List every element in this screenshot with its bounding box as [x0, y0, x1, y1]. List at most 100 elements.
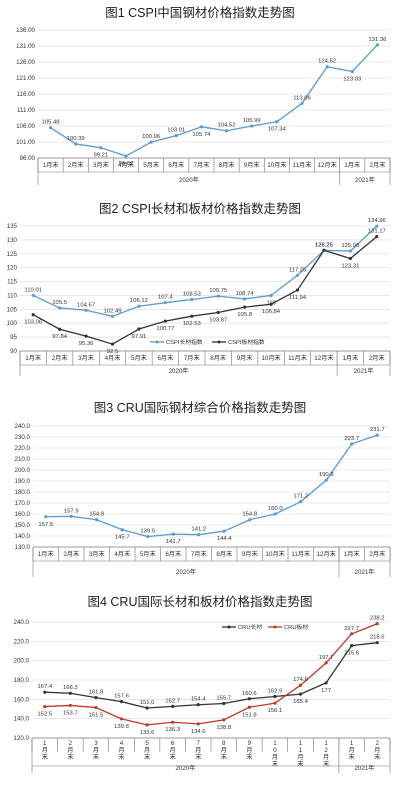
data-point — [275, 120, 279, 124]
data-point — [273, 694, 277, 699]
data-label: 153.7 — [63, 710, 78, 716]
data-label: 160.6 — [242, 691, 257, 697]
data-label: 95.36 — [79, 341, 94, 347]
y-tick-label: 126.00 — [16, 59, 35, 66]
data-point — [145, 706, 149, 710]
chart-2-title: 图2 CSPI长材和板材价格指数走势图 — [99, 201, 301, 216]
x-tick-label: 11月末 — [288, 354, 307, 362]
legend-label: CRU板材 — [284, 623, 308, 631]
data-label: 103.06 — [24, 320, 43, 326]
data-label: 104.52 — [218, 123, 236, 129]
legend-label: CRU长材 — [238, 623, 262, 631]
data-label: 231.7 — [370, 427, 385, 433]
x-tick-label: 10月末 — [267, 161, 286, 169]
y-tick-label: 135 — [7, 223, 18, 230]
x-tick-label: 4月末 — [105, 354, 121, 362]
data-label: 104.67 — [77, 302, 95, 308]
data-point — [197, 533, 201, 537]
data-point — [171, 720, 175, 724]
x-tick-label: 7月末 — [194, 161, 210, 169]
data-point — [348, 256, 352, 261]
y-tick-label: 220.0 — [15, 445, 31, 452]
data-point — [69, 514, 73, 518]
data-label: 154.4 — [191, 697, 206, 703]
data-label: 167.4 — [37, 684, 52, 690]
x-tick-label: 12月末 — [318, 161, 337, 169]
data-point — [247, 705, 251, 709]
legend-marker — [217, 340, 221, 344]
data-point — [110, 314, 115, 318]
data-label: 223.7 — [344, 436, 359, 442]
data-point — [247, 697, 251, 701]
data-label: 108.53 — [183, 292, 202, 298]
data-label: 97.84 — [52, 334, 67, 340]
data-label: 105.48 — [42, 120, 61, 126]
series-line — [45, 434, 378, 538]
x-tick-label: 3月末 — [78, 354, 94, 362]
x-tick-label: 2月末 — [369, 550, 385, 558]
data-point — [273, 512, 277, 516]
data-point — [324, 661, 328, 665]
data-point — [31, 293, 35, 298]
series-line — [32, 236, 378, 345]
data-point — [295, 288, 300, 292]
x-tick-label: 11月末 — [293, 161, 312, 169]
year-label: 2020年 — [176, 568, 196, 576]
series-line — [44, 623, 378, 726]
data-label: 134.6 — [191, 729, 206, 735]
data-label: 124.52 — [318, 59, 336, 65]
x-tick-label: 4月末 — [118, 161, 134, 169]
data-label: 97.91 — [132, 334, 147, 340]
y-tick-label: 100 — [7, 320, 18, 327]
data-point — [124, 154, 128, 158]
data-label: 152.5 — [37, 712, 52, 718]
data-point — [243, 305, 247, 309]
data-point — [273, 701, 277, 705]
data-label: 154.8 — [242, 512, 257, 518]
data-point — [375, 641, 379, 645]
data-point — [58, 306, 62, 310]
y-tick-label: 121.00 — [16, 75, 35, 82]
data-point — [110, 342, 115, 346]
data-point — [222, 701, 226, 706]
data-point — [299, 500, 303, 504]
data-point — [375, 433, 379, 437]
data-point — [224, 129, 229, 133]
chart-4-title: 图4 CRU国际长材和板材价格指数走势图 — [87, 594, 312, 609]
y-tick-label: 105 — [7, 306, 18, 313]
data-label: 238.2 — [370, 616, 385, 622]
legend-marker — [273, 625, 277, 629]
y-tick-label: 116.00 — [17, 91, 36, 98]
data-point — [196, 703, 200, 707]
series-line — [50, 44, 378, 157]
data-point — [174, 133, 178, 138]
data-point — [120, 528, 124, 532]
y-tick-label: 130 — [7, 237, 18, 244]
data-point — [324, 681, 328, 685]
legend-label: CSPI长材指数 — [166, 338, 203, 346]
data-point — [68, 703, 72, 708]
x-tick-label: 11月末 — [291, 550, 310, 558]
chart-2: 图2 CSPI长材和板材价格指数走势图 90 95 100 105 110 115 120 1… — [7, 201, 391, 376]
data-label: 151.8 — [242, 712, 257, 718]
data-point — [269, 293, 273, 298]
data-label: 177 — [321, 688, 331, 694]
data-label: 162.9 — [268, 689, 283, 695]
data-point — [163, 319, 167, 323]
y-tick-label: 136.00 — [16, 27, 35, 34]
y-tick-label: 240.0 — [14, 619, 30, 626]
x-tick-label: 9月末 — [242, 550, 258, 558]
data-point — [300, 101, 304, 106]
data-label: 102.53 — [183, 321, 202, 327]
y-tick-label: 120.0 — [14, 735, 30, 742]
data-label: 218.6 — [370, 635, 385, 641]
data-label: 102.49 — [103, 308, 121, 314]
data-point — [375, 235, 379, 239]
